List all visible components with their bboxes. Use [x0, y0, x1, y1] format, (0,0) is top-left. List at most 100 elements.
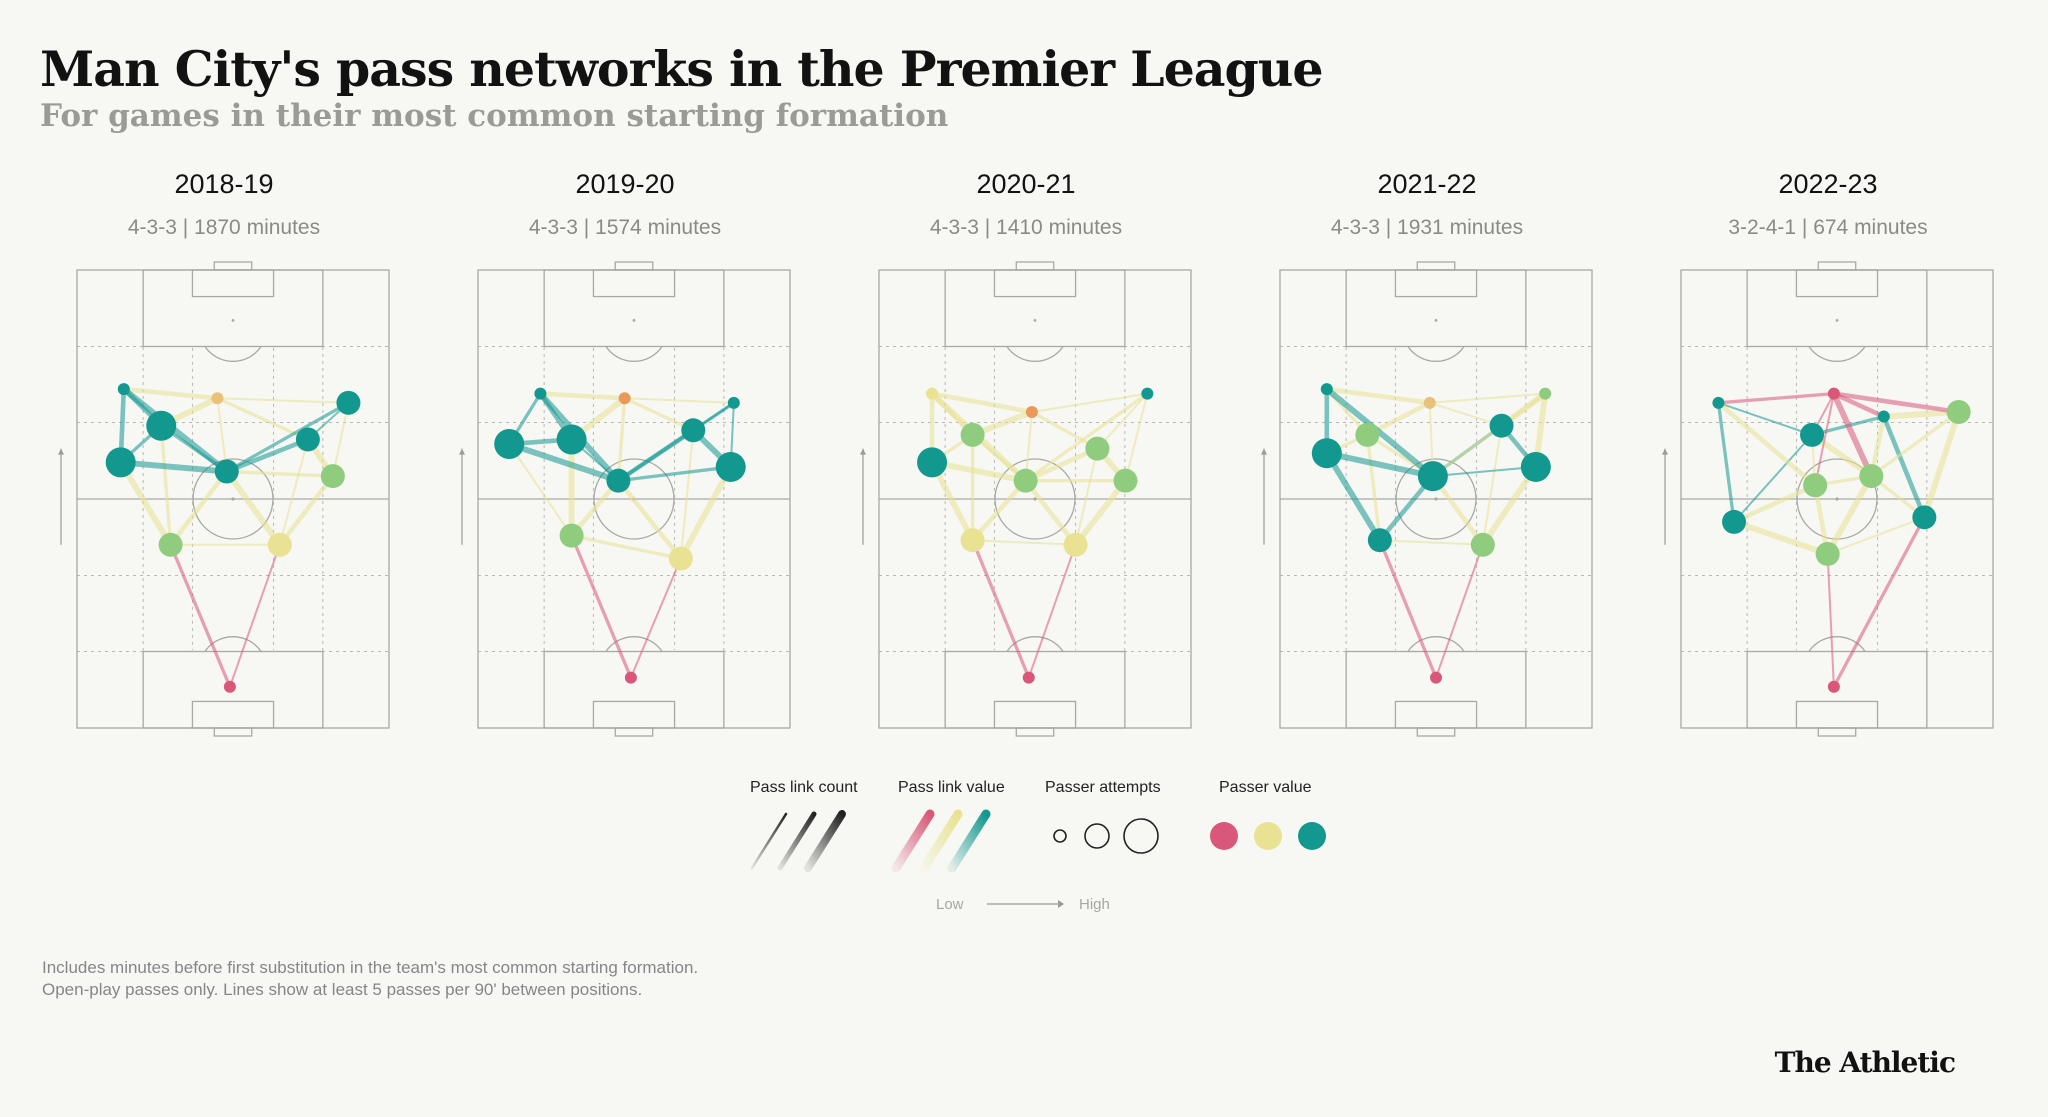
pitch-penalty-spot-top [1434, 318, 1438, 322]
pitch-goal-top [1817, 261, 1857, 271]
pass-link-CB2-CB3 [1826, 516, 1926, 555]
passer-node-W2 [727, 396, 740, 409]
pass-link-W1-AM1 [1717, 401, 1814, 436]
pass-link-CB2-CM2 [1481, 424, 1503, 546]
pass-link-CB1-FB1 [1323, 450, 1383, 544]
pass-link-CB1-FB1 [508, 443, 573, 537]
pass-link-GK-CB2 [1027, 543, 1077, 679]
pitch-2021-22 [1261, 261, 1593, 737]
pitch-center-circle [192, 458, 274, 540]
pass-link-W2-ST [1831, 391, 1961, 415]
pass-link-GK-CB3 [1832, 515, 1927, 689]
pass-link-CB3-AM2 [1881, 414, 1927, 520]
pass-link-CB2-DM [1023, 478, 1078, 548]
legend-value-line-high [947, 809, 991, 873]
season-title-4: 2022-23 [1778, 169, 1878, 199]
passer-node-CB2 [668, 546, 693, 571]
legend-title-passer-value: Passer value [1219, 779, 1312, 796]
pitch-center-spot [231, 497, 235, 501]
pitch-penalty-box-top [944, 269, 1126, 348]
pass-link-FB1-DM [117, 459, 230, 475]
passer-node-GK [1827, 680, 1840, 693]
pitch-penalty-box-top [543, 269, 725, 348]
season-subtitle-2: 4-3-3 | 1410 minutes [929, 216, 1123, 239]
passer-nodes [105, 383, 361, 693]
pitch-center-circle [994, 458, 1076, 540]
pass-networks-chart [58, 261, 1994, 737]
legend-title-pass-link-value: Pass link value [898, 779, 1005, 796]
pass-link-CB1-CB2 [971, 539, 1077, 546]
passer-node-GK [223, 680, 236, 693]
passer-node-GK [1022, 671, 1035, 684]
page-title: Man City's pass networks in the Premier … [40, 40, 1324, 98]
legend-title-passer-attempts: Passer attempts [1045, 779, 1161, 796]
attack-direction-arrowhead [860, 448, 866, 455]
pitch-six-yard-top [191, 269, 275, 298]
passer-node-ST [1827, 387, 1840, 400]
pass-link-W1-ST [538, 391, 627, 401]
legend-low-label: Low [936, 896, 964, 913]
passer-node-CM1 [1355, 422, 1380, 447]
passer-node-FB2 [320, 464, 345, 489]
passer-node-CM1 [1803, 473, 1828, 498]
passer-node-CB1 [1722, 509, 1747, 534]
passer-node-CM2 [1859, 464, 1884, 489]
passer-node-CM2 [295, 427, 320, 452]
pass-link-CB1-CM1 [1365, 433, 1382, 542]
pass-link-GK-CB1 [1378, 538, 1438, 680]
passer-node-CM1 [960, 422, 985, 447]
passer-node-CB2 [267, 532, 292, 557]
passer-node-AM1 [1800, 422, 1825, 447]
season-subtitle-3: 4-3-3 | 1931 minutes [1330, 216, 1524, 239]
passer-nodes [917, 387, 1154, 684]
pitch-penalty-arc-top [1006, 346, 1064, 362]
pass-link-CB2-DM [616, 478, 684, 561]
pass-link-W1-ST [929, 391, 1035, 415]
pass-link-CB2-CM2 [1824, 473, 1875, 557]
passer-node-ST [618, 392, 631, 405]
legend-high-label: High [1079, 896, 1110, 913]
pitch-goal-top [1015, 261, 1055, 271]
passer-node-W1 [117, 383, 130, 396]
legend-value-line-mid [919, 809, 963, 873]
brand-logo: The Athletic [1774, 1046, 1956, 1079]
pitch-six-yard-top [592, 269, 676, 298]
pass-link-FB1-DM [1323, 450, 1436, 480]
passer-nodes [1712, 387, 1971, 693]
pass-link-GK-CB2 [629, 557, 682, 679]
passer-node-W2 [336, 390, 361, 415]
season-subtitle-4: 3-2-4-1 | 674 minutes [1728, 216, 1928, 239]
passer-node-CM1 [146, 410, 177, 441]
pitch-goal-top [614, 261, 654, 271]
passer-node-CM2 [1489, 413, 1514, 438]
pitch-goal-bottom [1015, 727, 1055, 737]
pitch-2022-23 [1662, 261, 1994, 737]
pass-link-W1-DM [1323, 386, 1436, 480]
season-subtitle-0: 4-3-3 | 1870 minutes [127, 216, 321, 239]
pass-link-CB2-DM [223, 468, 283, 548]
attack-direction-arrowhead [1662, 448, 1668, 455]
pass-link-DM-CM2 [224, 437, 311, 474]
season-title-1: 2019-20 [575, 169, 675, 199]
pitch-six-yard-bottom [993, 700, 1077, 729]
pass-link-CB2-FB2 [1479, 463, 1539, 548]
passer-node-GK [1430, 671, 1442, 684]
pass-link-CM2-W2 [1096, 392, 1149, 450]
passer-node-FB1 [105, 447, 136, 478]
pitch-center-spot [1033, 497, 1037, 501]
pass-link-CM2-ST [1030, 410, 1100, 451]
pass-link-W1-ST [1324, 386, 1433, 406]
attack-direction-arrowhead [58, 448, 64, 455]
passer-node-CB2 [1470, 532, 1495, 557]
pass-link-FB2-W2 [331, 401, 350, 478]
pitch-2019-20 [459, 261, 791, 737]
passer-node-CB3 [1912, 505, 1937, 530]
pitch-goal-top [213, 261, 253, 271]
pass-link-ST-CM1 [1814, 392, 1835, 487]
pass-link-CB2-CM2 [278, 438, 309, 546]
pass-link-CB1-CB2 [569, 533, 683, 561]
pass-link-FB1-DM [506, 441, 622, 484]
passer-node-ST [211, 392, 224, 405]
pitch-six-yard-bottom [592, 700, 676, 729]
passer-node-ST [1423, 396, 1436, 409]
